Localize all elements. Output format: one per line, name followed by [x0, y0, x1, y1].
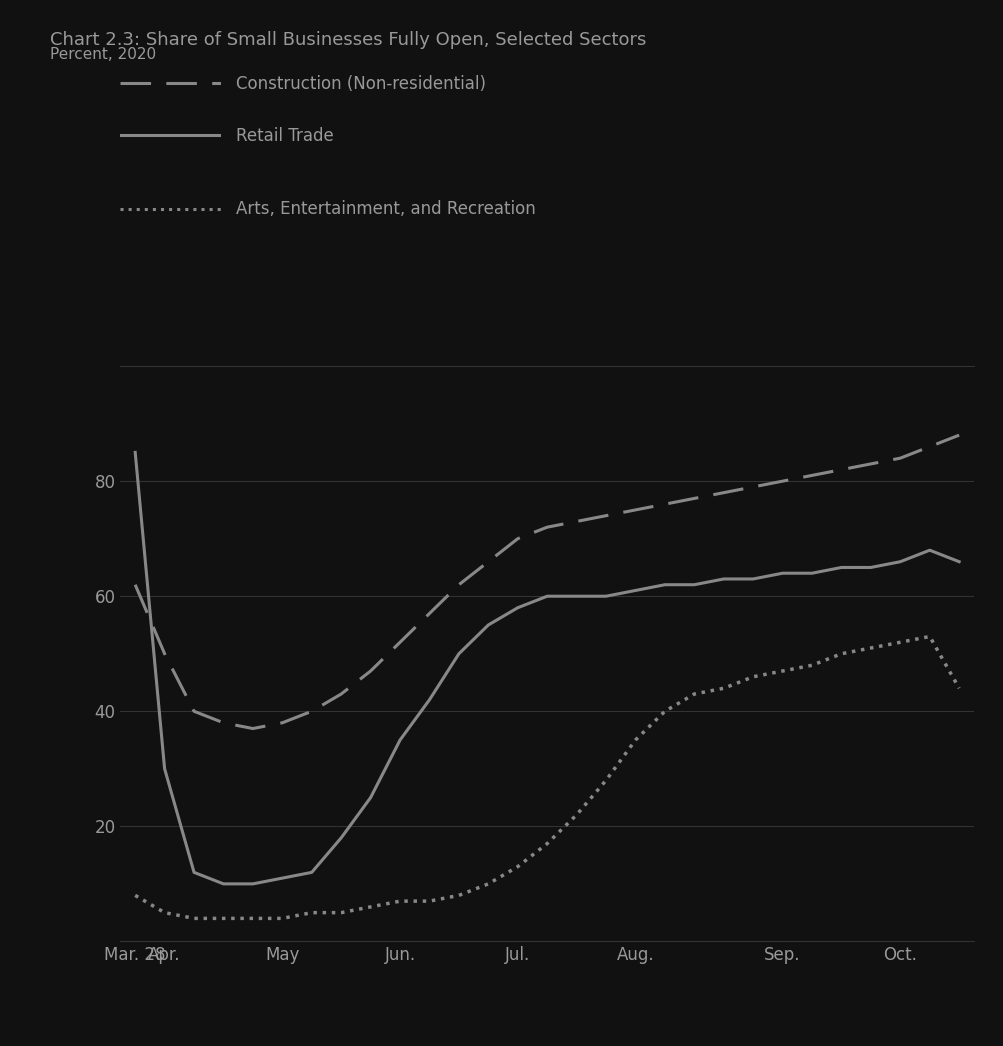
- Text: Construction (Non-residential): Construction (Non-residential): [236, 74, 485, 93]
- Text: Chart 2.3: Share of Small Businesses Fully Open, Selected Sectors: Chart 2.3: Share of Small Businesses Ful…: [50, 31, 646, 49]
- Text: Retail Trade: Retail Trade: [236, 127, 333, 145]
- Text: Percent, 2020: Percent, 2020: [50, 47, 156, 62]
- Text: Arts, Entertainment, and Recreation: Arts, Entertainment, and Recreation: [236, 200, 536, 219]
